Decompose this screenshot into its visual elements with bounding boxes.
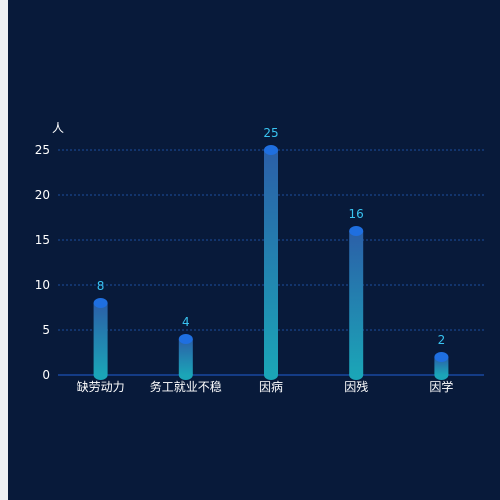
x-tick-label: 因病: [259, 379, 283, 394]
bar: [93, 303, 108, 375]
data-label: 16: [349, 207, 364, 221]
y-tick-label: 25: [35, 143, 50, 157]
data-label: 25: [263, 126, 278, 140]
x-tick-label: 缺劳动力: [77, 379, 125, 394]
bar-cap: [434, 352, 449, 362]
bar: [178, 339, 193, 375]
y-axis-unit-label: 人: [52, 121, 64, 135]
y-tick-label: 0: [42, 368, 50, 382]
data-label: 4: [182, 315, 190, 329]
bars: [93, 145, 449, 380]
bar: [434, 357, 449, 375]
x-tick-label: 因残: [344, 380, 368, 394]
y-tick-label: 5: [42, 323, 50, 337]
x-tick-label: 因学: [429, 379, 453, 394]
y-tick-label: 15: [35, 233, 50, 247]
bar-cap: [93, 298, 108, 308]
bar-cap: [349, 226, 364, 236]
y-tick-label: 10: [35, 278, 50, 292]
chart-panel: 0 5 10 15 20 25 人 8 缺劳动力 4 务工就业不稳 25 因病 16 因残 2 因学: [8, 0, 500, 500]
y-tick-label: 20: [35, 188, 50, 202]
data-label: 8: [97, 279, 105, 293]
data-label: 2: [438, 333, 446, 347]
bar-cap: [264, 145, 278, 155]
bar: [264, 150, 278, 375]
bar: [349, 231, 364, 375]
x-tick-label: 务工就业不稳: [150, 379, 222, 394]
bar-cap: [178, 334, 193, 344]
